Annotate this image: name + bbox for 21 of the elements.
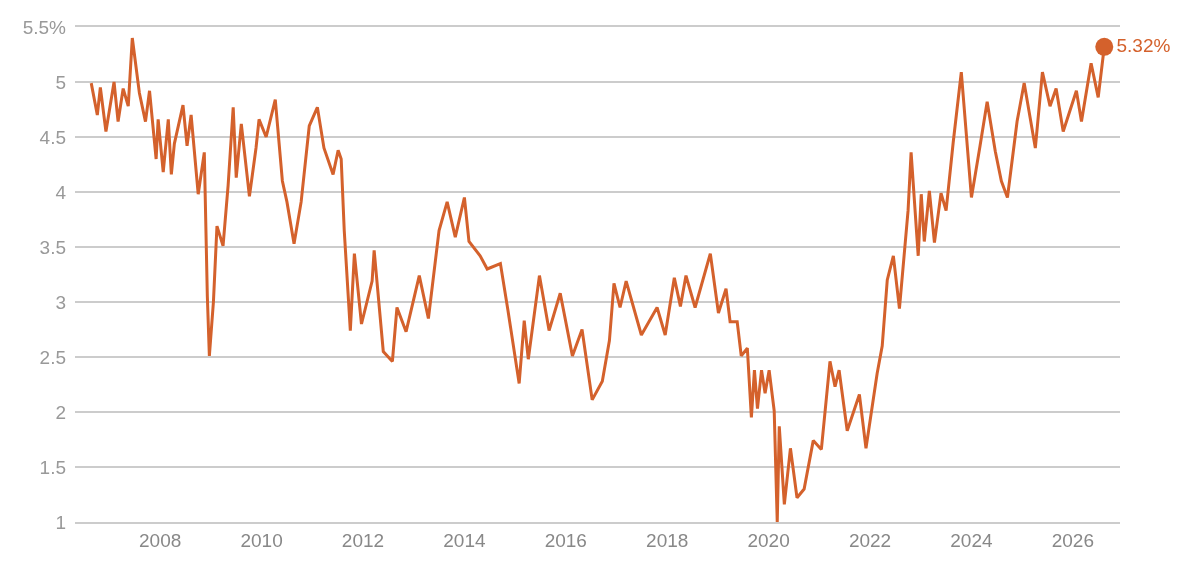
y-tick-label: 4.5 (39, 126, 66, 148)
x-tick-label: 2012 (341, 529, 385, 551)
y-tick-label: 5.5% (22, 16, 67, 38)
y-tick-label: 3.5 (39, 236, 66, 258)
y-tick-label: 4 (55, 181, 67, 203)
annotation: 5.32% (1116, 34, 1171, 56)
x-tick-label: 2018 (646, 529, 689, 551)
y-tick-label: 2 (55, 401, 66, 423)
x-tick-label: 2014 (443, 529, 486, 551)
y-tick-label: 5 (55, 71, 66, 93)
x-tick-label: 2016 (544, 529, 587, 551)
x-tick-label: 2022 (848, 529, 892, 551)
y-tick-label: 2.5 (39, 346, 66, 368)
x-tick-label: 2010 (240, 529, 283, 551)
y-tick-label: 1.5 (39, 456, 66, 478)
y-tick-label: 1 (55, 511, 66, 533)
y-tick-label: 3 (55, 291, 66, 313)
x-tick-label: 2024 (950, 529, 993, 551)
x-tick-label: 2026 (1051, 529, 1094, 551)
x-tick-label: 2020 (747, 529, 790, 551)
x-tick-label: 2008 (139, 529, 182, 551)
